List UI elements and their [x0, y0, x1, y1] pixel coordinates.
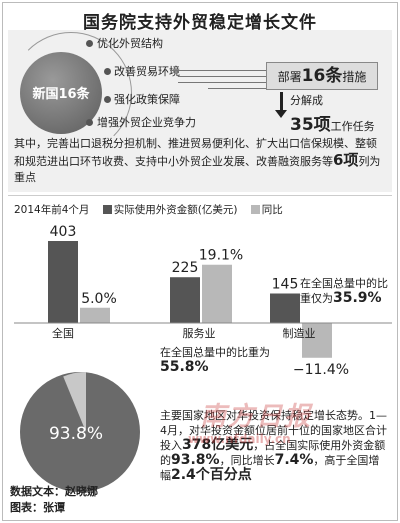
down-arrow-head: [275, 110, 287, 118]
inv-text-1: 主要国家地区对华投资保持稳定增长态势。1—4月，对华投资金额位居前十位的国家地区…: [160, 409, 387, 452]
item-dot: [104, 68, 111, 75]
legend-period: 2014年前4个月: [14, 204, 90, 216]
legend-label-s2: 同比: [261, 204, 283, 216]
category-label: 全国: [52, 326, 74, 340]
legend-swatch-s2: [250, 205, 260, 214]
service-share-value: 55.8%: [160, 359, 209, 375]
summary-number: 6项: [333, 151, 359, 169]
connector-line: [178, 76, 266, 77]
inv-text-2: ，占全国实际使用外资金额的: [160, 439, 386, 467]
manu-share-note: 在全国总量中的比重仅为35.9%: [300, 276, 390, 306]
down-arrow-shaft: [280, 92, 283, 112]
legend-swatch-s1: [102, 205, 112, 214]
policy-item: 改善贸易环境: [114, 65, 180, 78]
connector-line: [178, 82, 266, 83]
inv-text-4: ，高于全国增幅: [160, 454, 380, 482]
category-label: 服务业: [183, 327, 216, 340]
policy-item: 增强外贸企业竞争力: [97, 116, 196, 129]
bar-growth: [302, 323, 332, 358]
split-label: 分解成: [290, 94, 323, 107]
connector-line: [170, 70, 266, 71]
bar-amount: [48, 241, 78, 323]
item-dot: [86, 40, 93, 47]
tasks-suffix: 工作任务: [330, 120, 375, 133]
value-label-growth: 19.1%: [199, 248, 243, 264]
chart-credit: 图表：张谭: [10, 501, 65, 514]
badge-suffix: 措施: [342, 70, 367, 84]
manu-share-value: 35.9%: [333, 290, 382, 306]
connector-line: [208, 88, 266, 89]
value-label-amount: 403: [50, 224, 77, 240]
investment-paragraph: 主要国家地区对华投资保持稳定增长态势。1—4月，对华投资金额位居前十位的国家地区…: [160, 408, 390, 483]
tasks-number: 35项: [290, 115, 331, 135]
newspaper-logo-watermark: 南方日报: [200, 402, 313, 432]
section-divider: [8, 195, 392, 196]
bar-amount: [170, 277, 200, 323]
badge-number: 16条: [301, 66, 343, 86]
inv-text-3: ，同比增长: [219, 454, 275, 467]
service-share-text: 在全国总量中的比重为: [160, 346, 270, 359]
value-label-amount: 225: [172, 260, 199, 276]
orbit-arc: [10, 32, 132, 154]
pie-value-label: 93.8%: [49, 424, 103, 444]
center-label: 新国16条: [32, 87, 90, 102]
legend-label-s1: 实际使用外资金额(亿美元): [113, 204, 238, 216]
pie-slice-top10: [20, 372, 140, 492]
bar-growth: [202, 264, 232, 323]
inv-value-1: 378亿美元: [182, 437, 254, 453]
inv-value-3: 7.4%: [274, 452, 314, 468]
service-share-note: 在全国总量中的比重为55.8%: [160, 345, 280, 375]
manu-share-text: 在全国总量中的比重仅为: [300, 277, 388, 305]
summary-paragraph: 其中，完善出口退税分担机制、推进贸易便利化、扩大出口信保规模、整顿和规范进出口环…: [14, 136, 386, 186]
inv-value-2: 93.8%: [171, 452, 220, 468]
item-dot: [104, 96, 111, 103]
tasks-label: 35项工作任务: [290, 110, 375, 135]
category-label: 制造业: [283, 326, 316, 340]
value-label-amount: 145: [272, 276, 299, 292]
policy-item: 强化政策保障: [114, 93, 180, 106]
measures-badge: 部署16条措施: [266, 62, 378, 90]
page-title: 国务院支持外贸稳定增长文件: [83, 13, 317, 33]
value-label-growth: −11.4%: [293, 362, 349, 378]
badge-prefix: 部署: [277, 70, 302, 84]
data-credit: 数据文本：赵晓娜: [10, 485, 98, 498]
bar-amount: [270, 293, 300, 323]
inv-value-4: 2.4个百分点: [171, 467, 252, 483]
pie-slice-others: [63, 372, 86, 432]
newspaper-url-watermark: www.nfdaily.cn: [188, 432, 291, 446]
bar-growth: [80, 307, 110, 323]
value-label-growth: 5.0%: [81, 291, 117, 307]
policy-item: 优化外贸结构: [97, 37, 163, 50]
summary-text: 其中，完善出口退税分担机制、推进贸易便利化、扩大出口信保规模、整顿和规范进出口环…: [14, 137, 377, 168]
chart-legend: 2014年前4个月 实际使用外资金额(亿美元) 同比: [14, 202, 283, 217]
summary-tail: 列为重点: [14, 155, 381, 184]
item-dot: [86, 119, 93, 126]
